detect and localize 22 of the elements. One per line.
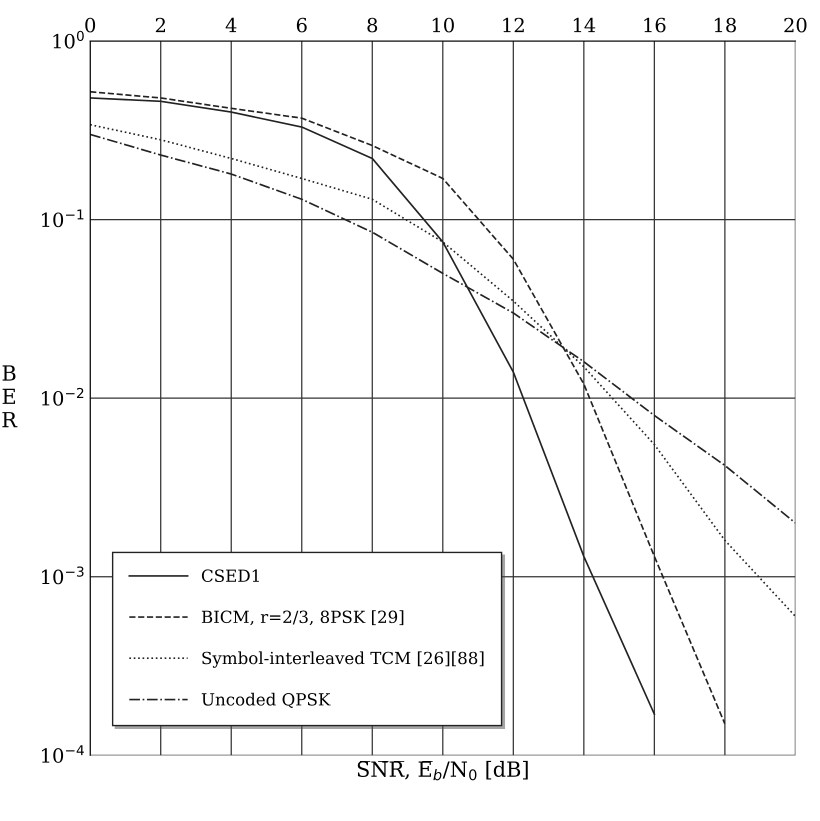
x-tick-label: 12 [503,18,524,32]
y-tick-label: 10$^{−2}$ [42,388,84,406]
x-tick-label: 8 [367,18,378,32]
x-tick-label: 16 [644,18,666,32]
x-tick-label: 4 [226,18,236,32]
x-tick-label: 10 [432,18,454,32]
legend-label: Uncoded QPSK [202,692,331,708]
x-axis-title: S̅N̅R̅, E̅$_{b}$/N$_{0}$ [dB] [358,760,528,780]
x-tick-label: 18 [714,18,736,32]
y-tick-label: 10$^{−3}$ [42,566,84,584]
x-tick-label: 6 [296,18,307,32]
x-tick-label: 20 [784,18,806,32]
x-tick-label: 14 [574,18,596,32]
y-tick-label: 10$^{0}$ [53,30,84,49]
legend-label: BICM, r=2/3, 8PSK [29] [202,610,404,626]
y-tick-label: 10$^{−4}$ [42,745,84,763]
legend-label: Symbol-interleaved TCM [26][88] [202,651,484,668]
legend-label: CSED1 [202,569,259,582]
x-tick-label: 0 [85,18,96,32]
y-axis-title: B E R [2,365,18,428]
y-tick-label: 10$^{−1}$ [42,210,84,228]
x-tick-label: 2 [156,18,165,32]
